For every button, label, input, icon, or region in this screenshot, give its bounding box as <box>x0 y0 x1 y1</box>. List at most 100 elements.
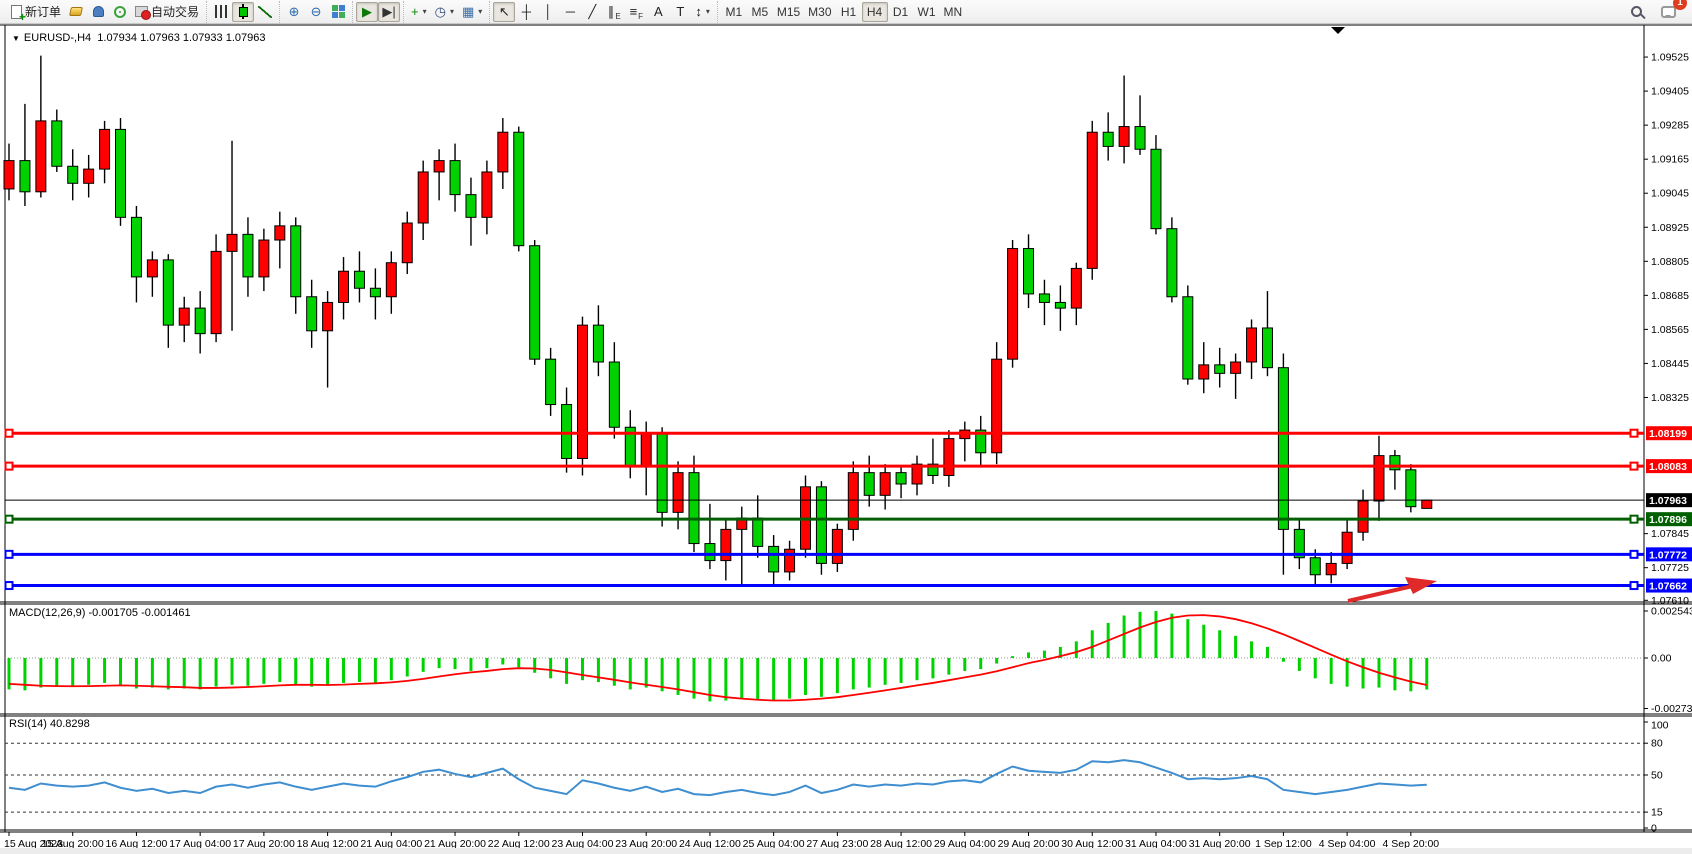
hline-handle[interactable] <box>4 549 14 559</box>
price-axis-tick-label: 1.08685 <box>1651 290 1689 302</box>
hline-handle[interactable] <box>4 461 14 471</box>
macd-axis-label: -0.002733 <box>1651 703 1692 715</box>
indicators-button[interactable]: + ▾ <box>407 2 431 22</box>
candle <box>385 262 397 298</box>
hline-handle[interactable] <box>1629 581 1639 591</box>
time-axis-label: 4 Sep 20:00 <box>1383 838 1440 850</box>
time-axis-label: 21 Aug 20:00 <box>424 838 486 850</box>
rsi-axis-label: 100 <box>1651 720 1669 732</box>
hline-handle[interactable] <box>4 514 14 524</box>
sub-letter: F <box>638 11 644 21</box>
price-chart-canvas: 1.08199 1.08083 1.07963 1.07896 1.07772 1.076… <box>0 24 1692 850</box>
candle <box>1277 367 1289 530</box>
text-label-button[interactable]: T <box>669 2 691 22</box>
trend-arrow-head[interactable] <box>1405 577 1437 594</box>
hline-handle[interactable] <box>1629 549 1639 559</box>
candle <box>67 165 79 184</box>
candle <box>529 245 541 360</box>
candle <box>847 472 859 530</box>
candle <box>130 216 142 278</box>
hline-handle[interactable] <box>4 428 14 438</box>
rsi-line <box>8 759 1427 797</box>
price-line-label: 1.07963 <box>1649 495 1687 507</box>
timeframe-w1-button[interactable]: W1 <box>914 2 940 22</box>
time-axis-label: 29 Aug 20:00 <box>998 838 1060 850</box>
cursor-icon: ↖ <box>498 4 510 19</box>
timeframe-m5-button[interactable]: M5 <box>747 2 773 22</box>
candle <box>1357 500 1369 533</box>
fibonacci-icon: ≡ <box>629 4 638 19</box>
auto-scroll-button[interactable]: ▶ <box>356 1 379 22</box>
time-axis-label: 17 Aug 20:00 <box>233 838 295 850</box>
autotrading-button-label: 自动交易 <box>151 5 200 19</box>
zoom-in-button[interactable]: ⊕ <box>283 2 305 22</box>
hline-handle[interactable] <box>1629 428 1639 438</box>
timeframe-h4-button[interactable]: H4 <box>861 1 888 22</box>
candle <box>608 361 620 428</box>
timeframe-mn-button[interactable]: MN <box>940 2 967 22</box>
market-watch-button[interactable] <box>65 2 87 22</box>
fibonacci-button[interactable]: ≡ F <box>625 2 647 22</box>
candle <box>353 270 365 289</box>
line-chart-button[interactable] <box>254 2 276 22</box>
candle <box>1166 228 1178 298</box>
arrows-button[interactable]: ↕ ▾ <box>691 2 714 22</box>
tile-windows-button[interactable] <box>327 2 349 22</box>
horizontal-line-button[interactable]: ─ <box>559 2 581 22</box>
chart-shift-button[interactable]: ▶| <box>378 1 401 22</box>
candle <box>1150 148 1162 230</box>
rsi-axis-label: 15 <box>1651 807 1663 819</box>
bar-chart-button[interactable] <box>210 2 232 22</box>
time-axis-label: 24 Aug 12:00 <box>679 838 741 850</box>
macd-axis-label: 0.002543 <box>1651 606 1692 618</box>
candle <box>561 404 573 459</box>
macd-indicator-label: MACD(12,26,9) -0.001705 -0.001461 <box>9 607 191 619</box>
candle <box>863 472 875 496</box>
signals-button[interactable] <box>109 2 131 22</box>
periods-button[interactable]: ◷ ▾ <box>431 2 458 22</box>
timeframe-d1-button[interactable]: D1 <box>888 2 914 22</box>
hline-handle[interactable] <box>1629 514 1639 524</box>
trendline-button[interactable]: ╱ <box>581 2 603 22</box>
search-button[interactable] <box>1625 2 1647 22</box>
notifications-button[interactable]: 1 <box>1657 0 1687 22</box>
autotrading-button[interactable]: 自动交易 <box>131 2 203 22</box>
candle <box>592 324 604 363</box>
navigator-button[interactable] <box>87 2 109 22</box>
candle <box>1325 562 1337 576</box>
hline-handle[interactable] <box>4 581 14 591</box>
price-line-label-box <box>1646 547 1692 562</box>
candle <box>927 463 939 476</box>
chart-shift-marker[interactable] <box>1331 27 1345 34</box>
timeframe-m15-button[interactable]: M15 <box>773 2 804 22</box>
timeframe-m1-button[interactable]: M1 <box>721 2 747 22</box>
price-line-label-box <box>1646 459 1692 474</box>
time-axis-label: 23 Aug 04:00 <box>552 838 614 850</box>
text-button[interactable]: A <box>647 2 669 22</box>
price-axis-tick-label: 1.08805 <box>1651 256 1689 268</box>
candle <box>784 548 796 573</box>
timeframe-m30-button[interactable]: M30 <box>804 2 835 22</box>
new-order-button[interactable]: 新订单 <box>7 2 65 24</box>
candle <box>1102 131 1114 147</box>
candle <box>640 432 652 468</box>
candle <box>1182 296 1194 380</box>
trend-arrow-shaft[interactable] <box>1347 583 1418 603</box>
templates-button[interactable]: ▦ ▾ <box>458 2 486 22</box>
cursor-button[interactable]: ↖ <box>493 1 516 22</box>
vertical-line-button[interactable]: │ <box>537 2 559 22</box>
hline-handle[interactable] <box>1629 461 1639 471</box>
candle <box>194 307 206 335</box>
crosshair-button[interactable]: ┼ <box>515 2 537 22</box>
indicators-icon: + <box>411 4 419 19</box>
sub-letter: E <box>615 11 621 21</box>
equidistant-channel-button[interactable]: ∥ E <box>603 2 625 22</box>
candle <box>991 358 1003 454</box>
candle <box>35 120 47 193</box>
price-axis-tick-label: 1.09525 <box>1651 52 1689 64</box>
zoom-out-button[interactable]: ⊖ <box>305 2 327 22</box>
rsi-axis-label: 50 <box>1651 770 1663 782</box>
candlestick-chart-button[interactable] <box>232 1 255 22</box>
timeframe-h1-button[interactable]: H1 <box>836 2 862 22</box>
symbol-header[interactable]: ▼ EURUSD-,H4 1.07934 1.07963 1.07933 1.07… <box>12 32 265 44</box>
